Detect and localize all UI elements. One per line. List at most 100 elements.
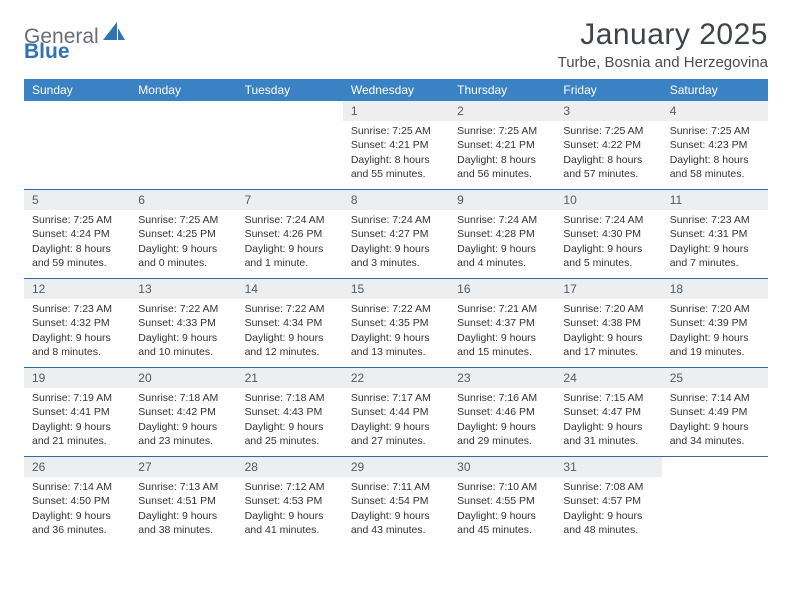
daylight-line: and 5 minutes. (563, 256, 653, 270)
day-body: Sunrise: 7:25 AMSunset: 4:21 PMDaylight:… (343, 121, 449, 187)
week-row: 12Sunrise: 7:23 AMSunset: 4:32 PMDayligh… (24, 278, 768, 367)
day-body: Sunrise: 7:23 AMSunset: 4:31 PMDaylight:… (662, 210, 768, 276)
day-body: Sunrise: 7:17 AMSunset: 4:44 PMDaylight:… (343, 388, 449, 454)
day-number: 10 (555, 190, 661, 210)
daylight-line: and 3 minutes. (351, 256, 441, 270)
day-body: Sunrise: 7:10 AMSunset: 4:55 PMDaylight:… (449, 477, 555, 543)
sunset-line: Sunset: 4:55 PM (457, 494, 547, 508)
empty-day-cell (662, 457, 768, 545)
daylight-line: and 55 minutes. (351, 167, 441, 181)
weekday-header: Friday (555, 79, 661, 101)
day-cell: 10Sunrise: 7:24 AMSunset: 4:30 PMDayligh… (555, 190, 661, 278)
weeks-container: 1Sunrise: 7:25 AMSunset: 4:21 PMDaylight… (24, 101, 768, 545)
daylight-line: and 1 minute. (245, 256, 335, 270)
sunset-line: Sunset: 4:37 PM (457, 316, 547, 330)
location-subtitle: Turbe, Bosnia and Herzegovina (558, 54, 768, 71)
sunrise-line: Sunrise: 7:22 AM (245, 302, 335, 316)
day-body: Sunrise: 7:23 AMSunset: 4:32 PMDaylight:… (24, 299, 130, 365)
day-body: Sunrise: 7:25 AMSunset: 4:24 PMDaylight:… (24, 210, 130, 276)
day-number: 6 (130, 190, 236, 210)
day-number: 12 (24, 279, 130, 299)
daylight-line: and 58 minutes. (670, 167, 760, 181)
sunset-line: Sunset: 4:39 PM (670, 316, 760, 330)
sunset-line: Sunset: 4:44 PM (351, 405, 441, 419)
day-number: 2 (449, 101, 555, 121)
sunrise-line: Sunrise: 7:24 AM (351, 213, 441, 227)
week-row: 26Sunrise: 7:14 AMSunset: 4:50 PMDayligh… (24, 456, 768, 545)
sunrise-line: Sunrise: 7:22 AM (138, 302, 228, 316)
sunset-line: Sunset: 4:41 PM (32, 405, 122, 419)
sunset-line: Sunset: 4:32 PM (32, 316, 122, 330)
sunrise-line: Sunrise: 7:11 AM (351, 480, 441, 494)
day-cell: 7Sunrise: 7:24 AMSunset: 4:26 PMDaylight… (237, 190, 343, 278)
day-cell: 4Sunrise: 7:25 AMSunset: 4:23 PMDaylight… (662, 101, 768, 189)
daylight-line: Daylight: 9 hours (351, 420, 441, 434)
sunset-line: Sunset: 4:24 PM (32, 227, 122, 241)
sunrise-line: Sunrise: 7:21 AM (457, 302, 547, 316)
daylight-line: Daylight: 9 hours (670, 420, 760, 434)
day-cell: 30Sunrise: 7:10 AMSunset: 4:55 PMDayligh… (449, 457, 555, 545)
day-body: Sunrise: 7:20 AMSunset: 4:39 PMDaylight:… (662, 299, 768, 365)
daylight-line: Daylight: 8 hours (563, 153, 653, 167)
daylight-line: Daylight: 9 hours (138, 420, 228, 434)
day-number: 5 (24, 190, 130, 210)
sunrise-line: Sunrise: 7:24 AM (457, 213, 547, 227)
day-number: 26 (24, 457, 130, 477)
day-number: 23 (449, 368, 555, 388)
title-block: January 2025 Turbe, Bosnia and Herzegovi… (558, 18, 768, 71)
sunset-line: Sunset: 4:21 PM (351, 138, 441, 152)
day-cell: 5Sunrise: 7:25 AMSunset: 4:24 PMDaylight… (24, 190, 130, 278)
empty-day-cell (237, 101, 343, 189)
daylight-line: and 43 minutes. (351, 523, 441, 537)
sunset-line: Sunset: 4:50 PM (32, 494, 122, 508)
day-number: 9 (449, 190, 555, 210)
daylight-line: Daylight: 9 hours (245, 420, 335, 434)
day-number: 28 (237, 457, 343, 477)
day-number: 18 (662, 279, 768, 299)
day-body: Sunrise: 7:24 AMSunset: 4:27 PMDaylight:… (343, 210, 449, 276)
daylight-line: and 31 minutes. (563, 434, 653, 448)
day-body: Sunrise: 7:25 AMSunset: 4:22 PMDaylight:… (555, 121, 661, 187)
day-body: Sunrise: 7:19 AMSunset: 4:41 PMDaylight:… (24, 388, 130, 454)
daylight-line: Daylight: 9 hours (457, 420, 547, 434)
day-body: Sunrise: 7:22 AMSunset: 4:34 PMDaylight:… (237, 299, 343, 365)
daylight-line: Daylight: 9 hours (138, 509, 228, 523)
sunset-line: Sunset: 4:47 PM (563, 405, 653, 419)
daylight-line: and 21 minutes. (32, 434, 122, 448)
day-body: Sunrise: 7:14 AMSunset: 4:50 PMDaylight:… (24, 477, 130, 543)
daylight-line: and 48 minutes. (563, 523, 653, 537)
daylight-line: and 13 minutes. (351, 345, 441, 359)
daylight-line: Daylight: 8 hours (351, 153, 441, 167)
day-number: 13 (130, 279, 236, 299)
sunrise-line: Sunrise: 7:15 AM (563, 391, 653, 405)
daylight-line: and 59 minutes. (32, 256, 122, 270)
sunset-line: Sunset: 4:31 PM (670, 227, 760, 241)
day-body: Sunrise: 7:21 AMSunset: 4:37 PMDaylight:… (449, 299, 555, 365)
day-number: 25 (662, 368, 768, 388)
week-row: 19Sunrise: 7:19 AMSunset: 4:41 PMDayligh… (24, 367, 768, 456)
day-cell: 19Sunrise: 7:19 AMSunset: 4:41 PMDayligh… (24, 368, 130, 456)
day-number: 24 (555, 368, 661, 388)
daylight-line: and 23 minutes. (138, 434, 228, 448)
day-cell: 20Sunrise: 7:18 AMSunset: 4:42 PMDayligh… (130, 368, 236, 456)
daylight-line: Daylight: 9 hours (245, 331, 335, 345)
day-cell: 2Sunrise: 7:25 AMSunset: 4:21 PMDaylight… (449, 101, 555, 189)
daylight-line: Daylight: 9 hours (563, 509, 653, 523)
sunset-line: Sunset: 4:49 PM (670, 405, 760, 419)
day-cell: 9Sunrise: 7:24 AMSunset: 4:28 PMDaylight… (449, 190, 555, 278)
weekday-header: Saturday (662, 79, 768, 101)
weekday-header: Tuesday (237, 79, 343, 101)
empty-day-cell (24, 101, 130, 189)
day-number: 30 (449, 457, 555, 477)
day-cell: 27Sunrise: 7:13 AMSunset: 4:51 PMDayligh… (130, 457, 236, 545)
day-number: 17 (555, 279, 661, 299)
day-number: 8 (343, 190, 449, 210)
daylight-line: Daylight: 8 hours (32, 242, 122, 256)
sunrise-line: Sunrise: 7:20 AM (563, 302, 653, 316)
daylight-line: Daylight: 9 hours (32, 331, 122, 345)
day-body: Sunrise: 7:25 AMSunset: 4:21 PMDaylight:… (449, 121, 555, 187)
day-body: Sunrise: 7:08 AMSunset: 4:57 PMDaylight:… (555, 477, 661, 543)
day-body: Sunrise: 7:24 AMSunset: 4:26 PMDaylight:… (237, 210, 343, 276)
sunrise-line: Sunrise: 7:23 AM (670, 213, 760, 227)
day-cell: 13Sunrise: 7:22 AMSunset: 4:33 PMDayligh… (130, 279, 236, 367)
